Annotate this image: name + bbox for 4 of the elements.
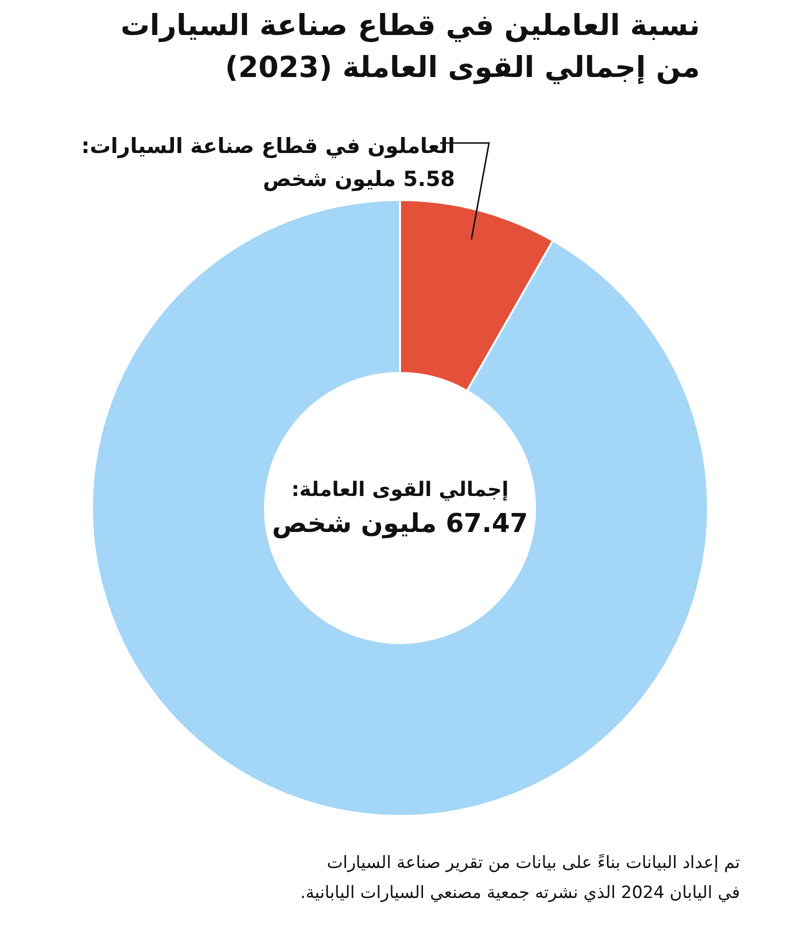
source: تم إعداد البيانات بناءً على بيانات من تقرير صناعة السيارات في اليابان 2024 الذي نشرته جمعية مصنعي السيارات اليابانية. — [300, 852, 740, 905]
center-label: إجمالي القوى العاملة: — [290, 476, 510, 503]
title: نسبة العاملين في قطاع صناعة السيارات من إجمالي القوى العاملة (2023) — [120, 7, 700, 86]
center-value: 67.47 مليون شخص — [271, 508, 529, 541]
